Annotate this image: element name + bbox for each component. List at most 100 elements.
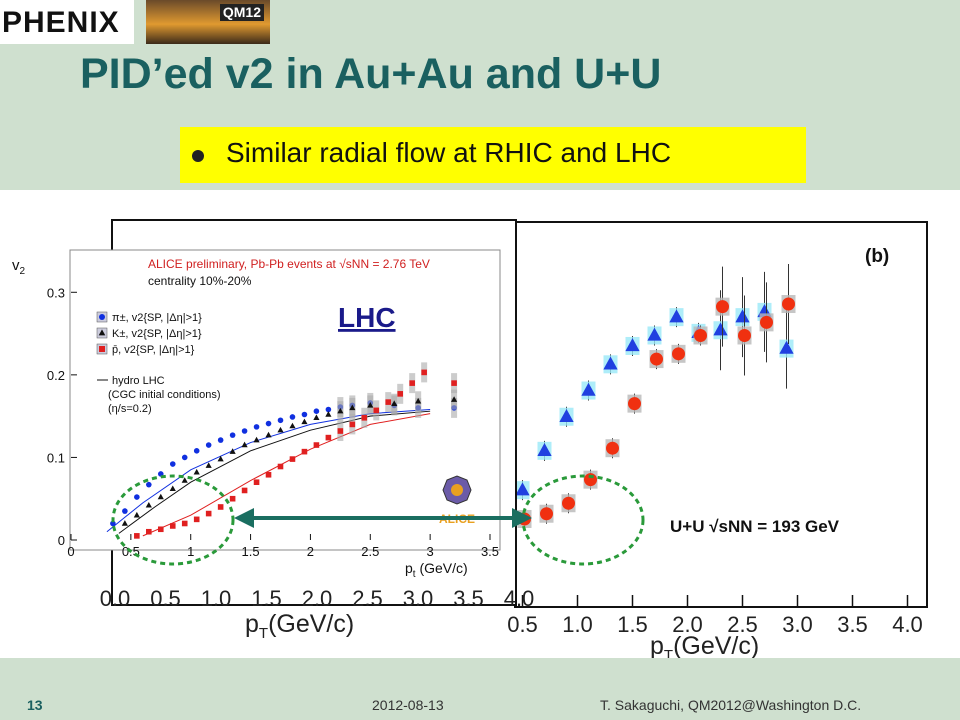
left-point-square <box>301 448 308 455</box>
left-point-circle <box>134 494 140 500</box>
alice-logo-core <box>451 484 463 496</box>
left-y-axis-label: v2 <box>12 257 26 277</box>
left-y-tick-label: 0.3 <box>47 285 65 300</box>
slide-number: 13 <box>27 697 43 713</box>
right-point-circle <box>562 496 575 510</box>
right-point-circle <box>782 297 795 311</box>
right-point-circle <box>606 441 619 455</box>
left-point-square <box>373 407 380 414</box>
right-point-circle <box>628 397 641 411</box>
left-chart-title: ALICE preliminary, Pb-Pb events at √sNN … <box>148 257 430 271</box>
header-photo: QM12 <box>146 0 270 44</box>
left-point-square <box>409 380 415 386</box>
left-point-circle <box>205 442 212 448</box>
right-point-triangle <box>537 443 552 457</box>
legend-entry: (η/s=0.2) <box>108 403 152 415</box>
left-point-square <box>337 428 344 434</box>
left-y-tick-label: 0.1 <box>47 450 65 465</box>
left-point-triangle <box>229 448 236 454</box>
left-point-square <box>134 533 140 539</box>
left-x-tick-label: 0 <box>67 544 74 559</box>
legend-entry: hydro LHC <box>112 375 165 387</box>
left-point-triangle <box>415 397 422 404</box>
left-point-circle <box>241 428 248 434</box>
left-point-circle <box>169 461 176 467</box>
right-point-triangle <box>603 356 618 370</box>
right-point-triangle <box>581 382 596 396</box>
left-point-square <box>421 369 427 376</box>
left-bottom-x-tick-label: 3.5 <box>453 586 484 611</box>
left-point-circle <box>289 414 296 420</box>
right-point-circle <box>672 347 685 361</box>
left-bottom-x-axis-label: pT(GeV/c) <box>245 610 354 642</box>
v2-figure: 0.5 1.0 1.5 2.0 2.5 3.0 3.5 4.0 pT(GeV/c) (b) U+U … <box>12 219 928 664</box>
right-x-axis-label: pT(GeV/c) <box>650 632 759 658</box>
right-point-circle <box>716 300 729 314</box>
left-point-circle <box>253 424 260 430</box>
left-point-circle <box>301 411 308 418</box>
highlight-ellipse-left <box>111 474 235 566</box>
left-point-square <box>289 456 296 462</box>
left-point-square <box>146 528 152 535</box>
left-point-triangle <box>391 400 398 406</box>
left-point-circle <box>122 508 128 514</box>
legend-entry: p̄, v2{SP, |Δη|>1} <box>112 344 195 356</box>
bullet-dot-icon <box>192 150 204 162</box>
right-x-tick-label: 3.5 <box>837 612 868 637</box>
left-point-triangle <box>265 431 272 438</box>
logo-text: PHENIX <box>2 6 120 39</box>
left-y-tick-label: 0.2 <box>47 368 65 383</box>
left-bottom-x-tick-label: 0.5 <box>150 586 181 611</box>
left-point-square <box>193 516 200 523</box>
legend-marker <box>99 346 105 352</box>
right-x-tick-label: 3.0 <box>782 612 813 637</box>
left-point-square <box>181 520 188 527</box>
left-point-triangle <box>193 468 200 475</box>
right-x-tick-label: 2.0 <box>672 612 703 637</box>
left-point-triangle <box>451 396 458 402</box>
left-x-tick-label: 3 <box>427 544 434 559</box>
left-point-triangle <box>157 493 164 500</box>
right-point-circle <box>540 507 553 521</box>
left-point-circle <box>110 520 116 527</box>
left-point-triangle <box>217 455 224 462</box>
hydro-curve <box>118 410 431 534</box>
legend-marker <box>98 329 106 336</box>
left-point-triangle <box>289 422 296 429</box>
left-point-square <box>313 442 320 448</box>
left-point-circle <box>181 454 188 461</box>
left-point-square <box>397 391 404 397</box>
left-point-square <box>349 421 356 428</box>
left-point-circle <box>193 448 200 454</box>
left-point-square <box>253 479 260 485</box>
left-point-triangle <box>325 411 332 417</box>
right-x-tick-label: 1.5 <box>617 612 648 637</box>
left-point-circle <box>229 432 236 438</box>
phenix-logo: PHENIX <box>0 0 134 44</box>
left-point-circle <box>313 408 320 414</box>
right-point-circle <box>738 328 751 342</box>
page-title: PID’ed v2 in Au+Au and U+U <box>80 50 662 98</box>
left-bottom-x-tick-label: 0.0 <box>100 586 131 611</box>
bullet-text: Similar radial flow at RHIC and LHC <box>226 137 672 168</box>
right-annotation: U+U √sNN = 193 GeV <box>670 517 840 536</box>
left-point-triangle <box>169 485 176 492</box>
left-point-triangle <box>205 462 212 468</box>
left-point-triangle <box>133 511 140 518</box>
left-point-square <box>217 504 224 510</box>
bullet-box: Similar radial flow at RHIC and LHC <box>180 127 806 183</box>
left-point-square <box>205 510 212 517</box>
left-point-circle <box>325 406 332 413</box>
left-point-triangle <box>241 441 248 448</box>
left-point-triangle <box>349 404 356 411</box>
right-point-triangle <box>625 338 640 352</box>
left-point-triangle <box>277 426 284 433</box>
right-panel-frame <box>514 221 928 608</box>
right-x-tick-label: 4.0 <box>892 612 923 637</box>
left-point-triangle <box>181 477 188 483</box>
left-point-circle <box>265 420 272 427</box>
left-point-circle <box>217 437 224 443</box>
footer-date: 2012-08-13 <box>372 697 444 713</box>
right-point-circle <box>694 328 707 342</box>
left-point-triangle <box>367 402 374 408</box>
